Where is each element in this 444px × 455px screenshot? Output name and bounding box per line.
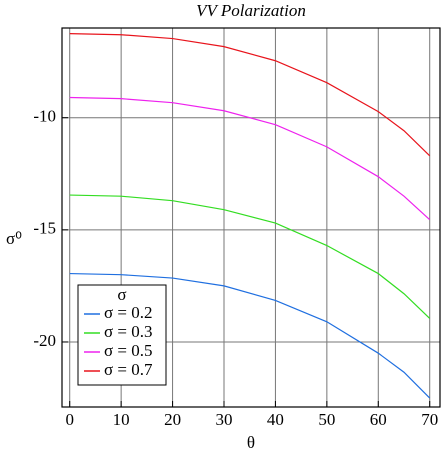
x-tick-label: 20 — [164, 410, 181, 429]
legend-label: σ = 0.2 — [104, 303, 153, 322]
plot-frame — [61, 27, 441, 408]
x-tick-label: 60 — [370, 410, 387, 429]
y-tick-label: -20 — [33, 331, 56, 350]
x-tick-label: 50 — [318, 410, 335, 429]
y-axis-label: σ⁰ — [6, 229, 22, 248]
series-line — [69, 33, 431, 157]
series-line — [69, 96, 431, 221]
chart-title: VV Polarization — [196, 1, 306, 20]
legend-box — [77, 284, 167, 386]
legend-label: σ = 0.7 — [104, 360, 153, 379]
x-tick-label: 70 — [421, 410, 438, 429]
x-axis-label: θ — [247, 433, 255, 452]
legend-title: σ — [117, 285, 126, 304]
x-tick-label: 0 — [65, 410, 74, 429]
series-line — [69, 194, 431, 319]
x-tick-label: 10 — [113, 410, 130, 429]
series-line — [69, 272, 431, 399]
y-tick-label: -10 — [33, 107, 56, 126]
legend-label: σ = 0.5 — [104, 341, 153, 360]
x-tick-label: 30 — [216, 410, 233, 429]
y-tick-label: -15 — [33, 219, 56, 238]
x-tick-label: 40 — [267, 410, 284, 429]
legend-label: σ = 0.3 — [104, 322, 153, 341]
